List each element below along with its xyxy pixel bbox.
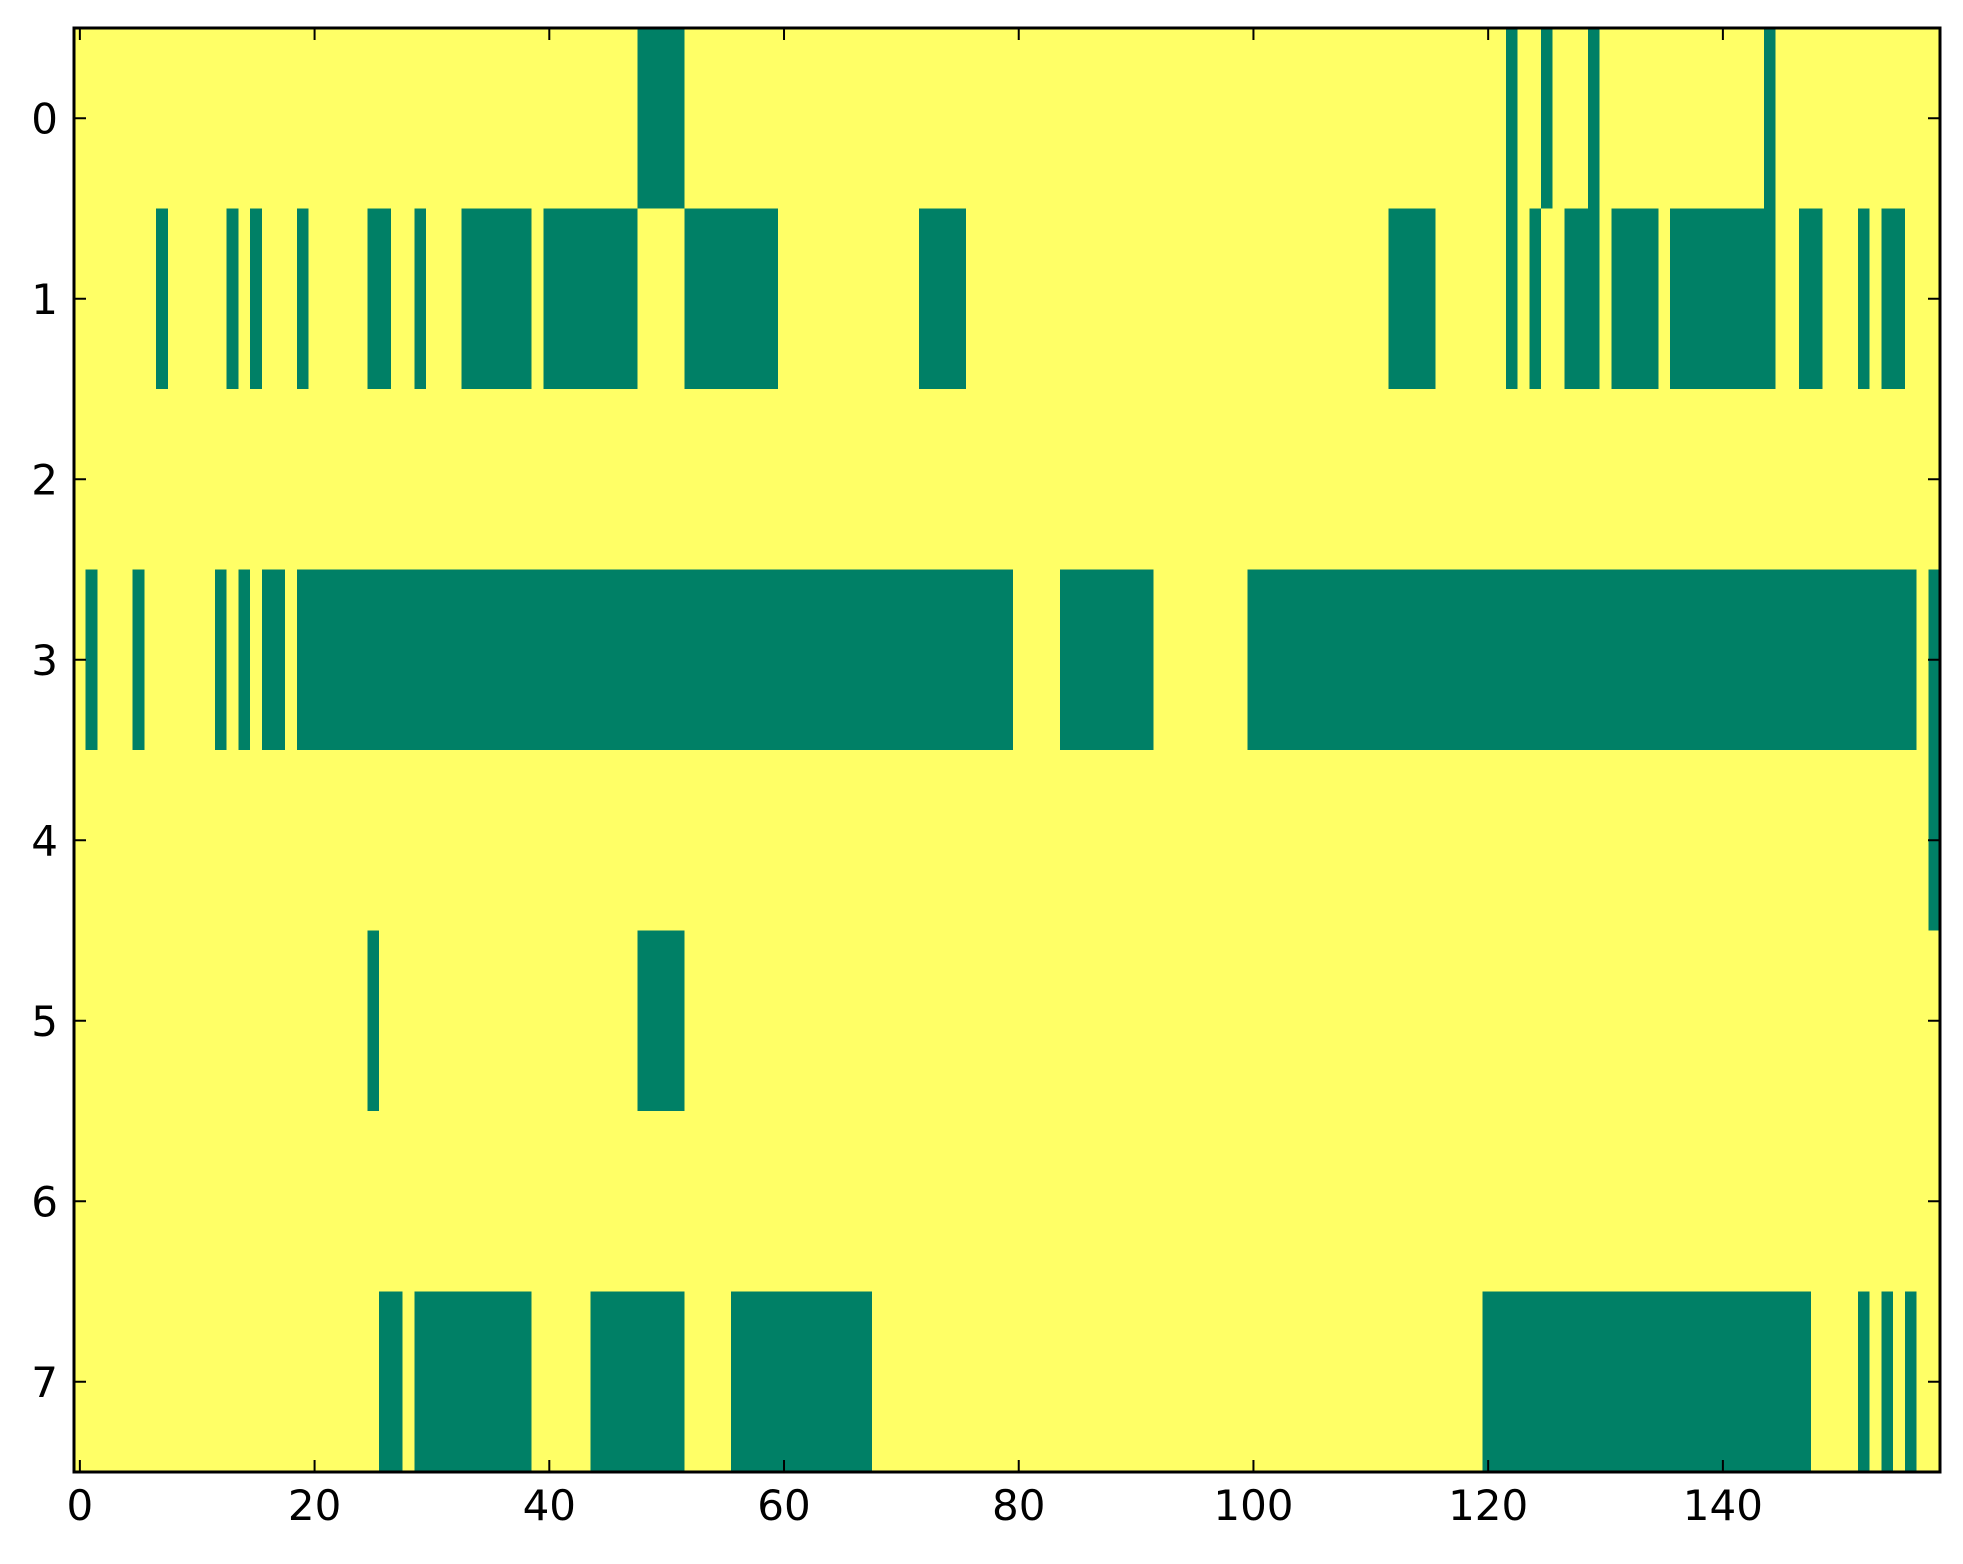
plot-frame (72, 26, 1942, 1474)
heatmap-cell-run (367, 208, 391, 389)
x-tick-label: 80 (992, 1481, 1045, 1530)
heatmap-cell-run (156, 208, 168, 389)
x-tick-label: 120 (1448, 1481, 1528, 1530)
heatmap-cell-run (1482, 1291, 1811, 1472)
heatmap-cell-run (1529, 208, 1541, 389)
heatmap-cell-run (1904, 1291, 1917, 1472)
heatmap-cell-run (414, 1291, 532, 1472)
heatmap-cell-run (1505, 28, 1518, 209)
x-tick-label: 40 (523, 1481, 576, 1530)
x-tick-label: 60 (757, 1481, 810, 1530)
heatmap-cell-run (296, 569, 1013, 750)
heatmap-cell-run (1540, 28, 1553, 209)
heatmap-cell-run (1505, 208, 1518, 389)
heatmap-cell-run (1763, 28, 1776, 209)
heatmap-cell-run (214, 569, 227, 750)
heatmap-cells (85, 28, 1940, 1472)
heatmap-cell-run (1881, 208, 1905, 389)
heatmap-cell-run (226, 208, 239, 389)
y-tick-label: 1 (31, 275, 58, 324)
heatmap-cell-run (1564, 208, 1600, 389)
heatmap-cell-run (1059, 569, 1154, 750)
y-axis-tick-labels: 0 1 2 3 4 5 6 7 (31, 94, 58, 1407)
heatmap-cell-run (684, 208, 779, 389)
y-tick-label: 2 (31, 455, 58, 504)
y-tick-label: 5 (31, 997, 58, 1046)
axis-ticks (74, 28, 1940, 1472)
x-axis-tick-labels: 0 20 40 60 80 100 120 140 (67, 1481, 1763, 1530)
heatmap-cell-run (1857, 208, 1870, 389)
y-tick-label: 4 (31, 816, 58, 865)
heatmap-cell-run (1670, 208, 1776, 389)
x-tick-label: 0 (67, 1481, 94, 1530)
heatmap-cell-run (296, 208, 309, 389)
y-tick-label: 6 (31, 1177, 58, 1226)
heatmap-cell-run (132, 569, 145, 750)
heatmap-cell-run (85, 569, 98, 750)
heatmap-cell-run (367, 930, 380, 1111)
y-tick-label: 0 (31, 94, 58, 143)
x-tick-label: 140 (1683, 1481, 1763, 1530)
heatmap-cell-run (1587, 28, 1600, 209)
heatmap-cell-run (731, 1291, 873, 1472)
heatmap-cell-run (1799, 208, 1823, 389)
x-tick-label: 20 (288, 1481, 341, 1530)
heatmap-cell-run (918, 208, 966, 389)
heatmap-cell-run (1247, 569, 1917, 750)
y-tick-label: 7 (31, 1358, 58, 1407)
heatmap-cell-run (543, 208, 638, 389)
heatmap-cell-run (261, 569, 286, 750)
heatmap-cell-run (414, 208, 427, 389)
heatmap-cell-run (637, 28, 685, 209)
heatmap-cell-run (590, 1291, 685, 1472)
heatmap-cell-run (637, 930, 685, 1111)
plot-area (74, 28, 1940, 1472)
heatmap-cell-run (238, 569, 251, 750)
heatmap-cell-run (461, 208, 532, 389)
y-tick-label: 3 (31, 636, 58, 685)
x-tick-label: 100 (1213, 1481, 1293, 1530)
heatmap-cell-run (1857, 1291, 1870, 1472)
heatmap-cell-run (1611, 208, 1659, 389)
heatmap-cell-run (250, 208, 262, 389)
heatmap-cell-run (1388, 208, 1436, 389)
heatmap-cell-run (1881, 1291, 1894, 1472)
heatmap-cell-run (379, 1291, 403, 1472)
